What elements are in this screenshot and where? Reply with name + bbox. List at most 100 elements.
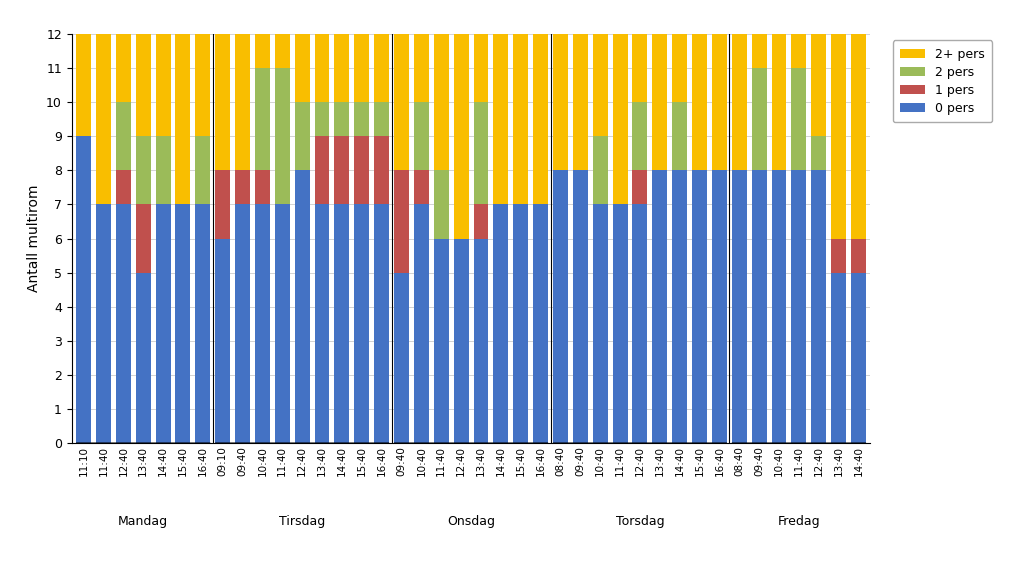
Text: Tirsdag: Tirsdag — [279, 515, 326, 528]
Bar — [354, 136, 370, 204]
Bar — [473, 102, 488, 204]
Bar — [652, 34, 668, 170]
Bar — [255, 204, 270, 443]
Bar — [811, 170, 826, 443]
Y-axis label: Antall multirom: Antall multirom — [27, 185, 41, 293]
Bar — [175, 34, 190, 204]
Bar — [513, 34, 528, 204]
Bar — [473, 239, 488, 443]
Bar — [534, 34, 548, 204]
Bar — [314, 204, 330, 443]
Bar — [633, 204, 647, 443]
Text: Fredag: Fredag — [777, 515, 820, 528]
Bar — [354, 102, 370, 136]
Bar — [572, 34, 588, 170]
Bar — [314, 34, 330, 102]
Bar — [374, 136, 389, 204]
Bar — [76, 34, 91, 136]
Bar — [771, 34, 786, 170]
Bar — [274, 68, 290, 204]
Bar — [414, 34, 429, 102]
Bar — [672, 34, 687, 102]
Bar — [752, 170, 767, 443]
Bar — [295, 34, 309, 102]
Bar — [593, 204, 607, 443]
Bar — [633, 170, 647, 204]
Bar — [851, 34, 866, 239]
Text: Torsdag: Torsdag — [615, 515, 665, 528]
Bar — [712, 170, 727, 443]
Bar — [136, 273, 151, 443]
Bar — [274, 34, 290, 68]
Bar — [414, 170, 429, 204]
Bar — [136, 204, 151, 273]
Bar — [692, 34, 707, 170]
Bar — [374, 204, 389, 443]
Bar — [434, 239, 449, 443]
Bar — [394, 34, 409, 170]
Bar — [335, 102, 349, 136]
Bar — [116, 170, 131, 204]
Bar — [295, 170, 309, 443]
Bar — [374, 34, 389, 102]
Bar — [314, 102, 330, 136]
Bar — [335, 34, 349, 102]
Bar — [553, 34, 568, 170]
Bar — [414, 204, 429, 443]
Bar — [156, 204, 171, 443]
Bar — [196, 34, 210, 136]
Bar — [811, 136, 826, 170]
Bar — [96, 204, 111, 443]
Bar — [454, 34, 469, 239]
Bar — [732, 34, 746, 170]
Bar — [335, 136, 349, 204]
Text: Mandag: Mandag — [118, 515, 168, 528]
Bar — [196, 204, 210, 443]
Bar — [116, 102, 131, 170]
Bar — [494, 204, 508, 443]
Bar — [236, 170, 250, 204]
Bar — [831, 239, 846, 273]
Bar — [414, 102, 429, 170]
Bar — [792, 68, 806, 170]
Bar — [792, 170, 806, 443]
Bar — [672, 102, 687, 170]
Bar — [215, 170, 230, 239]
Bar — [136, 136, 151, 204]
Bar — [255, 170, 270, 204]
Bar — [314, 136, 330, 204]
Bar — [76, 136, 91, 443]
Bar — [116, 34, 131, 102]
Bar — [473, 204, 488, 239]
Bar — [434, 170, 449, 239]
Bar — [215, 34, 230, 170]
Bar — [612, 204, 628, 443]
Bar — [96, 34, 111, 204]
Bar — [394, 170, 409, 273]
Bar — [851, 239, 866, 273]
Bar — [672, 170, 687, 443]
Bar — [434, 34, 449, 170]
Bar — [255, 34, 270, 68]
Bar — [633, 102, 647, 170]
Bar — [612, 34, 628, 204]
Bar — [156, 34, 171, 136]
Bar — [454, 239, 469, 443]
Bar — [553, 170, 568, 443]
Bar — [771, 170, 786, 443]
Bar — [274, 204, 290, 443]
Bar — [811, 34, 826, 136]
Bar — [255, 68, 270, 170]
Bar — [831, 273, 846, 443]
Bar — [712, 34, 727, 170]
Bar — [116, 204, 131, 443]
Bar — [335, 204, 349, 443]
Legend: 2+ pers, 2 pers, 1 pers, 0 pers: 2+ pers, 2 pers, 1 pers, 0 pers — [893, 40, 992, 122]
Bar — [175, 204, 190, 443]
Bar — [513, 204, 528, 443]
Bar — [196, 136, 210, 204]
Bar — [215, 239, 230, 443]
Text: Onsdag: Onsdag — [447, 515, 495, 528]
Bar — [494, 34, 508, 204]
Bar — [831, 34, 846, 239]
